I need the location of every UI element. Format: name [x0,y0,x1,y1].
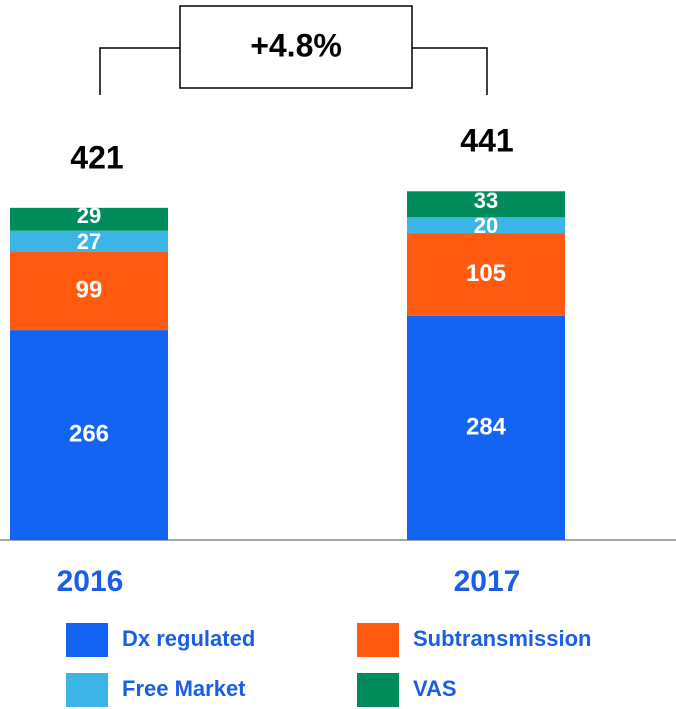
bar-segment [407,233,565,316]
data-label: 105 [466,260,506,287]
annotation: +4.8% [250,27,342,63]
total-label: 421 [70,139,123,175]
bracket-right [412,47,488,95]
legend-swatch [66,623,108,657]
data-label: 29 [77,203,101,228]
legend-label: Free Market [122,676,246,701]
x-tick-label: 2017 [454,565,521,598]
legend-label: Dx regulated [122,626,255,651]
data-label: 27 [77,229,101,254]
legend-swatch [66,673,108,707]
bar-segment [10,252,168,331]
x-tick-label: 2016 [57,565,124,598]
data-label: 99 [76,276,103,303]
bar-segment [10,330,168,540]
total-label: 441 [460,123,513,159]
legend-swatch [357,623,399,657]
bar-segment [10,230,168,253]
annotation-box [179,5,413,89]
data-label: 266 [69,420,109,447]
bar-segment [407,191,565,218]
bar-segment [407,217,565,234]
data-label: 284 [466,413,507,440]
legend-label: VAS [413,676,457,701]
bar-segment [407,315,565,540]
bar-segment [10,207,168,231]
legend-swatch [357,673,399,707]
legend-label: Subtransmission [413,626,591,651]
data-label: 33 [474,188,498,213]
bracket-left [99,47,180,95]
